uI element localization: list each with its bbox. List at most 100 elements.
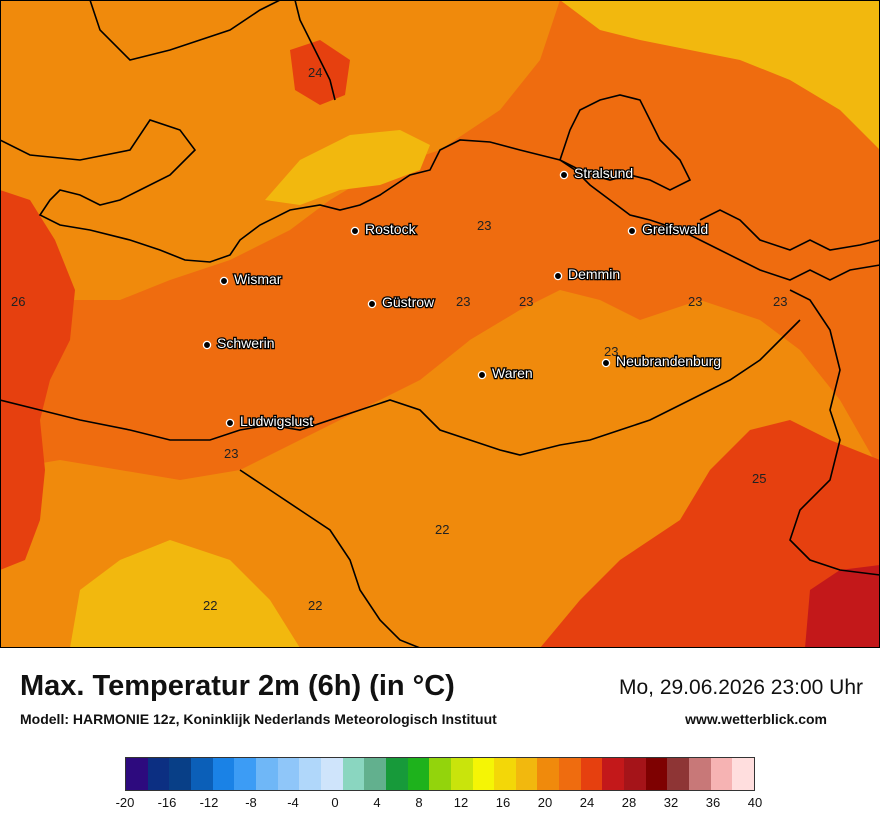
page-title: Max. Temperatur 2m (6h) (in °C) [20,670,455,702]
value-label: 23 [519,294,533,309]
city-label-demmin: Demmin [568,266,620,282]
city-label-waren: Waren [492,365,533,381]
value-label: 22 [203,598,217,613]
legend-swatch [429,758,451,790]
temperature-map-svg: Stralsund Rostock Greifswald Demmin Wism… [0,0,880,648]
weather-map: Stralsund Rostock Greifswald Demmin Wism… [0,0,880,648]
legend-swatch [212,758,235,790]
coastline-baltic [0,119,880,281]
legend-tick-labels: -20 -16 -12 -8 -4 0 4 8 12 16 20 24 28 32 36 40 [116,795,763,815]
legend-tick: 16 [495,795,511,810]
legend-tick: -8 [245,795,257,810]
river-elbe [89,0,281,61]
legend-swatch [602,758,625,790]
city-ludwigslust[interactable]: Ludwigslust [225,412,315,430]
forecast-datetime: Mo, 29.06.2026 23:00 Uhr [618,676,863,699]
legend-tick: -16 [157,795,177,810]
city-label-greifswald: Greifswald [642,221,708,237]
coastlines [0,0,880,648]
legend-swatch [364,758,386,790]
legend-swatch [580,758,603,790]
legend-swatch [689,758,711,790]
legend-swatch [342,758,365,790]
value-label: 23 [456,294,470,309]
value-label: 22 [435,522,449,537]
zone-west-red [0,190,75,570]
city-demmin[interactable]: Demmin [553,265,621,283]
value-label: 23 [604,344,618,359]
legend-tick: -20 [115,795,135,810]
legend-swatch [255,758,278,790]
legend-swatch [450,758,473,790]
value-label: 23 [477,218,491,233]
legend-swatch [472,758,495,790]
value-label: 25 [752,471,766,486]
zone-yellow-blob [265,130,430,205]
legend-swatch [234,758,256,790]
city-stralsund[interactable]: Stralsund [559,164,634,182]
zone-southwest-light [70,540,300,648]
zone-southeast-deep [805,565,880,648]
city-label-guestrow: Güstrow [382,294,435,310]
city-label-stralsund: Stralsund [574,165,633,181]
legend-swatch [732,758,755,790]
legend-tick: 40 [747,795,763,810]
legend-tick: 12 [453,795,469,810]
legend-tick: 20 [537,795,553,810]
value-label: 26 [11,294,25,309]
city-wismar[interactable]: Wismar [219,270,283,288]
legend-swatch [559,758,581,790]
legend-swatch [299,758,321,790]
city-label-ludwigslust: Ludwigslust [240,413,313,429]
model-subtitle: Modell: HARMONIE 12z, Koninklijk Nederla… [20,711,497,727]
city-rostock[interactable]: Rostock [350,220,418,238]
legend-swatch [494,758,516,790]
legend-swatch [147,758,170,790]
footer: Max. Temperatur 2m (6h) (in °C) Modell: … [0,648,880,830]
city-neubrandenburg[interactable]: Neubrandenburg [601,352,722,370]
legend-swatch [385,758,408,790]
legend-tick: 36 [705,795,721,810]
city-markers: Stralsund Rostock Greifswald Demmin Wism… [202,164,722,430]
legend-swatch [169,758,191,790]
legend-swatch [710,758,733,790]
zone-north-red [290,40,350,105]
coastline-fehmarn [294,0,336,101]
legend-tick: 8 [415,795,423,810]
coastline-usedom [699,209,880,251]
value-label: 23 [688,294,702,309]
legend-tick: 28 [621,795,637,810]
zone-center-light [430,300,690,460]
border-south [239,469,421,648]
website-link[interactable]: www.wetterblick.com [685,711,827,727]
city-label-schwerin: Schwerin [217,335,275,351]
legend-tick: 32 [663,795,679,810]
zone-southeast-red [540,420,880,648]
legend-swatch [645,758,668,790]
border-lower-saxony [0,319,801,456]
zone-central-light [0,0,560,300]
value-label: 22 [308,598,322,613]
value-label: 23 [224,446,238,461]
legend-swatch [537,758,560,790]
city-waren[interactable]: Waren [477,364,534,382]
value-label: 24 [308,65,322,80]
contour-values: 24 23 26 23 23 23 23 23 23 25 22 22 22 [11,65,787,613]
city-label-wismar: Wismar [234,271,282,287]
legend-swatch [667,758,690,790]
zone-top-right [560,0,880,150]
city-schwerin[interactable]: Schwerin [202,334,276,352]
color-scale-legend [125,757,755,791]
legend-tick: -12 [199,795,219,810]
value-label: 23 [773,294,787,309]
legend-swatch [277,758,300,790]
legend-swatch [190,758,213,790]
city-greifswald[interactable]: Greifswald [627,220,709,238]
legend-swatch [624,758,646,790]
city-guestrow[interactable]: Güstrow [367,293,436,311]
legend-swatch [126,758,148,790]
legend-tick: 4 [373,795,381,810]
city-label-neubrandenburg: Neubrandenburg [616,353,721,369]
legend-tick: -4 [287,795,299,810]
legend-swatch [320,758,343,790]
